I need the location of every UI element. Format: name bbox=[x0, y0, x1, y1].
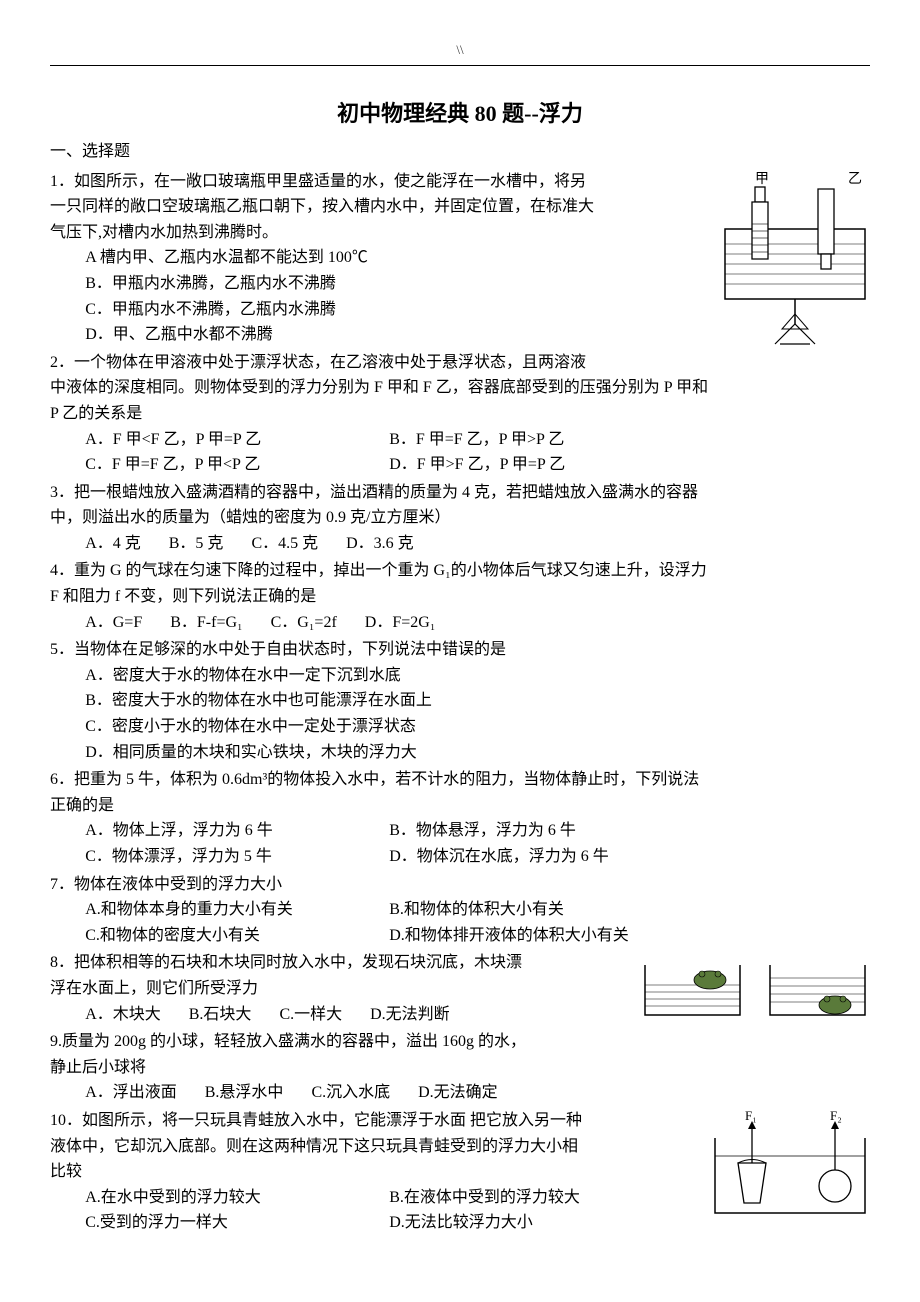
q3-option-d: D．3.6 克 bbox=[346, 531, 414, 557]
fig-label-f2: F₂ bbox=[830, 1108, 842, 1123]
q8-option-d: D.无法判断 bbox=[370, 1002, 450, 1028]
q3-stem-line: 中，则溢出水的质量为（蜡烛的密度为 0.9 克/立方厘米） bbox=[50, 505, 870, 531]
question-10: F₁ F₂ 10．如图所示，将一只玩具青蛙放入水中，它能漂浮于水面 把它放入另一… bbox=[50, 1108, 870, 1236]
section-heading: 一、选择题 bbox=[50, 139, 870, 165]
question-1: 甲 乙 bbox=[50, 169, 870, 348]
q5-option-a: A．密度大于水的物体在水中一定下沉到水底 bbox=[85, 663, 870, 689]
q7-stem: 7．物体在液体中受到的浮力大小 bbox=[50, 872, 870, 898]
q5-option-d: D．相同质量的木块和实心铁块，木块的浮力大 bbox=[85, 740, 870, 766]
q6-option-a: A．物体上浮，浮力为 6 牛 bbox=[85, 818, 385, 844]
q10-option-d: D.无法比较浮力大小 bbox=[389, 1210, 533, 1236]
fig-label-f1: F₁ bbox=[745, 1108, 757, 1123]
fig-label-a: 甲 bbox=[755, 172, 769, 187]
q4-stem-line: F 和阻力 f 不变，则下列说法正确的是 bbox=[50, 584, 870, 610]
q8-option-c: C.一样大 bbox=[279, 1002, 342, 1028]
q8-stem-line: 8．把体积相等的石块和木块同时放入水中，发现石块沉底，木块漂 bbox=[50, 950, 590, 976]
question-3: 3．把一根蜡烛放入盛满酒精的容器中，溢出酒精的质量为 4 克，若把蜡烛放入盛满水… bbox=[50, 480, 870, 557]
q10-option-c: C.受到的浮力一样大 bbox=[85, 1210, 385, 1236]
q8-stem-line: 浮在水面上，则它们所受浮力 bbox=[50, 976, 590, 1002]
q3-option-b: B．5 克 bbox=[169, 531, 224, 557]
q7-option-a: A.和物体本身的重力大小有关 bbox=[85, 897, 385, 923]
q3-option-c: C．4.5 克 bbox=[251, 531, 318, 557]
q5-option-c: C．密度小于水的物体在水中一定处于漂浮状态 bbox=[85, 714, 870, 740]
q9-stem-line: 9.质量为 200g 的小球，轻轻放入盛满水的容器中，溢出 160g 的水， bbox=[50, 1029, 590, 1055]
q2-option-c: C．F 甲=F 乙，P 甲<P 乙 bbox=[85, 452, 385, 478]
q7-option-b: B.和物体的体积大小有关 bbox=[389, 897, 564, 923]
q3-stem-line: 3．把一根蜡烛放入盛满酒精的容器中，溢出酒精的质量为 4 克，若把蜡烛放入盛满水… bbox=[50, 480, 870, 506]
q3-option-a: A．4 克 bbox=[85, 531, 141, 557]
fig-label-b: 乙 bbox=[848, 171, 862, 187]
q4-option-c: C．G₁=2f bbox=[271, 610, 337, 636]
q2-stem-line: 2．一个物体在甲溶液中处于漂浮状态，在乙溶液中处于悬浮状态，且两溶液 bbox=[50, 350, 620, 376]
question-2: 2．一个物体在甲溶液中处于漂浮状态，在乙溶液中处于悬浮状态，且两溶液 中液体的深… bbox=[50, 350, 870, 478]
question-4: 4．重为 G 的气球在匀速下降的过程中，掉出一个重为 G₁的小物体后气球又匀速上… bbox=[50, 558, 870, 635]
q10-option-b: B.在液体中受到的浮力较大 bbox=[389, 1185, 580, 1211]
q1-option-d: D．甲、乙瓶中水都不沸腾 bbox=[85, 322, 620, 348]
q4-option-a: A．G=F bbox=[85, 610, 142, 636]
q10-option-a: A.在水中受到的浮力较大 bbox=[85, 1185, 385, 1211]
q6-stem-line: 正确的是 bbox=[50, 793, 870, 819]
q10-figure: F₁ F₂ bbox=[710, 1108, 870, 1218]
q6-stem-line: 6．把重为 5 牛，体积为 0.6dm³的物体投入水中，若不计水的阻力，当物体静… bbox=[50, 767, 870, 793]
q9-option-d: D.无法确定 bbox=[418, 1080, 498, 1106]
q1-stem-line: 一只同样的敞口空玻璃瓶乙瓶口朝下，按入槽内水中，并固定位置，在标准大 bbox=[50, 194, 620, 220]
q10-stem-line: 比较 bbox=[50, 1159, 650, 1185]
q2-stem-line: 中液体的深度相同。则物体受到的浮力分别为 F 甲和 F 乙，容器底部受到的压强分… bbox=[50, 375, 870, 401]
question-7: 7．物体在液体中受到的浮力大小 A.和物体本身的重力大小有关 B.和物体的体积大… bbox=[50, 872, 870, 949]
q5-stem: 5．当物体在足够深的水中处于自由状态时，下列说法中错误的是 bbox=[50, 637, 870, 663]
q9-stem-line: 静止后小球将 bbox=[50, 1055, 870, 1081]
q6-option-c: C．物体漂浮，浮力为 5 牛 bbox=[85, 844, 385, 870]
q1-stem-line: 气压下,对槽内水加热到沸腾时。 bbox=[50, 220, 620, 246]
top-rule bbox=[50, 65, 870, 66]
q2-stem-line: P 乙的关系是 bbox=[50, 401, 870, 427]
q1-option-a: A 槽内甲、乙瓶内水温都不能达到 100℃ bbox=[85, 245, 620, 271]
q2-option-a: A．F 甲<F 乙，P 甲=P 乙 bbox=[85, 427, 385, 453]
q2-option-d: D．F 甲>F 乙，P 甲=P 乙 bbox=[389, 452, 565, 478]
q7-option-c: C.和物体的密度大小有关 bbox=[85, 923, 385, 949]
header-marks: \\ bbox=[50, 40, 870, 61]
q4-stem-line: 4．重为 G 的气球在匀速下降的过程中，掉出一个重为 G₁的小物体后气球又匀速上… bbox=[50, 558, 870, 584]
question-5: 5．当物体在足够深的水中处于自由状态时，下列说法中错误的是 A．密度大于水的物体… bbox=[50, 637, 870, 765]
q5-option-b: B．密度大于水的物体在水中也可能漂浮在水面上 bbox=[85, 688, 870, 714]
q1-option-c: C．甲瓶内水不沸腾，乙瓶内水沸腾 bbox=[85, 297, 620, 323]
question-9: 9.质量为 200g 的小球，轻轻放入盛满水的容器中，溢出 160g 的水， 静… bbox=[50, 1029, 870, 1106]
q10-stem-line: 10．如图所示，将一只玩具青蛙放入水中，它能漂浮于水面 把它放入另一种 bbox=[50, 1108, 650, 1134]
q1-option-b: B．甲瓶内水沸腾，乙瓶内水不沸腾 bbox=[85, 271, 620, 297]
q10-stem-line: 液体中，它却沉入底部。则在这两种情况下这只玩具青蛙受到的浮力大小相 bbox=[50, 1134, 650, 1160]
q6-option-d: D．物体沉在水底，浮力为 6 牛 bbox=[389, 844, 609, 870]
q7-option-d: D.和物体排开液体的体积大小有关 bbox=[389, 923, 629, 949]
q6-option-b: B．物体悬浮，浮力为 6 牛 bbox=[389, 818, 576, 844]
q8-option-a: A．木块大 bbox=[85, 1002, 161, 1028]
q9-option-b: B.悬浮水中 bbox=[205, 1080, 284, 1106]
q9-option-a: A．浮出液面 bbox=[85, 1080, 177, 1106]
q9-option-c: C.沉入水底 bbox=[311, 1080, 390, 1106]
q8-option-b: B.石块大 bbox=[189, 1002, 252, 1028]
q4-option-b: B．F-f=G₁ bbox=[170, 610, 242, 636]
q2-option-b: B．F 甲=F 乙，P 甲>P 乙 bbox=[389, 427, 564, 453]
question-8: 8．把体积相等的石块和木块同时放入水中，发现石块沉底，木块漂 浮在水面上，则它们… bbox=[50, 950, 870, 1027]
q4-option-d: D．F=2G₁ bbox=[365, 610, 436, 636]
q1-figure: 甲 乙 bbox=[720, 169, 870, 349]
question-6: 6．把重为 5 牛，体积为 0.6dm³的物体投入水中，若不计水的阻力，当物体静… bbox=[50, 767, 870, 869]
page-title: 初中物理经典 80 题--浮力 bbox=[50, 96, 870, 131]
q1-stem-line: 1．如图所示，在一敞口玻璃瓶甲里盛适量的水，使之能浮在一水槽中，将另 bbox=[50, 169, 620, 195]
q8-figure bbox=[640, 950, 870, 1025]
